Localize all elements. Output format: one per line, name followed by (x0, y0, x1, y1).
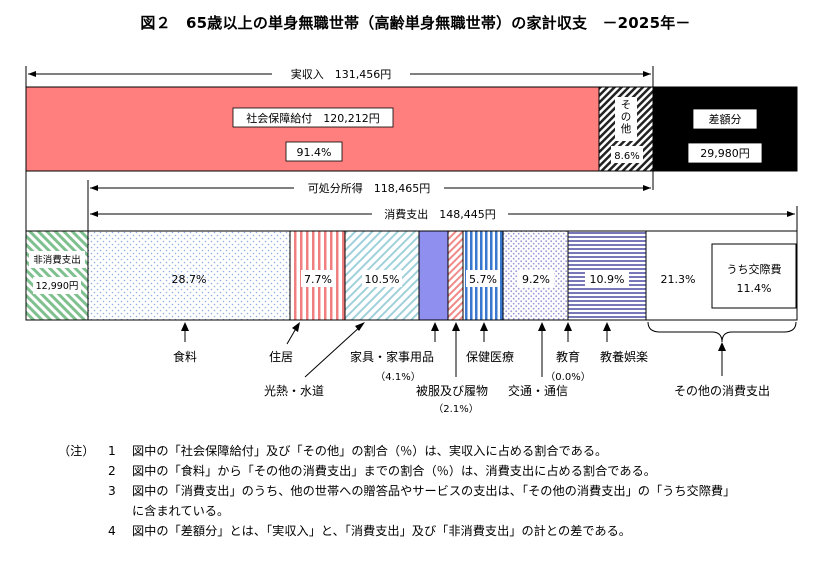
consumption-label: 消費支出 148,445円 (384, 207, 496, 221)
sublabel-furniture: （4.1%） (375, 371, 420, 383)
deficit-value: 29,980円 (700, 147, 750, 160)
sublabel-education: （0.0%） (545, 371, 590, 383)
deficit-label: 差額分 (709, 112, 742, 126)
expense-bar: 非消費支出 12,990円 28.7% 7.7% 10.5% 5.7% 9.2%… (25, 230, 798, 321)
note-number (108, 501, 132, 521)
other-income-label-char: そ (621, 99, 632, 111)
other-consumption-percent: 21.3% (661, 273, 696, 286)
label-other-consumption: その他の消費支出 (674, 383, 770, 398)
note-lead (58, 521, 108, 541)
note-line: 4 図中の「差額分」とは、「実収入」と、「消費支出」及び「非消費支出」の計との差で… (58, 521, 818, 541)
note-number: 3 (108, 484, 116, 498)
note-number: 4 (108, 524, 116, 538)
note-line: 2 図中の「食料」から「その他の消費支出」までの割合（％）は、消費支出に占める割合… (58, 461, 818, 481)
actual-income-label: 実収入 131,456円 (291, 67, 392, 81)
housing-percent: 7.7% (304, 273, 332, 286)
note-lead (58, 501, 108, 521)
social-expense-percent: 11.4% (737, 282, 772, 295)
label-education: 教育 (556, 349, 580, 364)
bar-non-consumption (25, 230, 89, 321)
note-text: 図中の「食料」から「その他の消費支出」までの割合（％）は、消費支出に占める割合で… (132, 464, 656, 478)
chart-title: 図２ 65歳以上の単身無職世帯（高齢単身無職世帯）の家計収支 －2025年－ (140, 14, 691, 32)
other-income-percent: 8.6% (614, 151, 639, 162)
category-callouts: 食料 住居 光熱・水道 家具・家事用品 （4.1%） 被服及び履物 （2.1%）… (173, 321, 797, 415)
note-text: 図中の「社会保障給付」及び「その他」の割合（％）は、実収入に占める割合である。 (132, 444, 608, 458)
note-text: 図中の「消費支出」のうち、他の世帯への贈答品やサービスの支出は、「その他の消費支… (132, 484, 736, 498)
other-income-label: その他 (621, 99, 632, 135)
medical-percent: 5.7% (469, 273, 497, 286)
non-consumption-label: 非消費支出 (33, 254, 81, 266)
label-furniture: 家具・家事用品 (350, 349, 434, 364)
utilities-percent: 10.5% (365, 273, 400, 286)
social-security-label: 社会保障給付 120,212円 (246, 111, 380, 125)
household-budget-chart: 実収入 131,456円 可処分所得 118,465円 消費支出 148,445… (25, 66, 798, 415)
note-lead (58, 461, 108, 481)
income-bar: 社会保障給付 120,212円 91.4% その他 8.6% 差額分 29,98… (25, 86, 798, 172)
note-number: 2 (108, 464, 116, 478)
notes: （注） 1 図中の「社会保障給付」及び「その他」の割合（％）は、実収入に占める割合で… (58, 441, 818, 541)
other-income-label-char: 他 (621, 122, 632, 135)
note-text: に含まれている。 (132, 504, 230, 518)
bar-clothing (447, 230, 464, 321)
note-line: 3 図中の「消費支出」のうち、他の世帯への贈答品やサービスの支出は、「その他の消費… (58, 481, 818, 501)
non-consumption-value: 12,990円 (36, 281, 79, 292)
note-line: に含まれている。 (58, 501, 818, 521)
label-transport: 交通・通信 (508, 383, 568, 398)
label-housing: 住居 (269, 350, 293, 364)
social-expense-box (711, 243, 797, 309)
sublabel-clothing: （2.1%） (433, 403, 478, 415)
note-lead: （注） (58, 444, 95, 458)
transport-percent: 9.2% (522, 273, 550, 286)
note-line: （注） 1 図中の「社会保障給付」及び「その他」の割合（％）は、実収入に占める割合で… (58, 441, 818, 461)
label-food: 食料 (173, 349, 197, 364)
bar-food (87, 230, 291, 321)
note-lead (58, 481, 108, 501)
note-number: 1 (108, 444, 116, 458)
food-percent: 28.7% (172, 273, 207, 286)
social-expense-label: うち交際費 (727, 262, 782, 276)
bar-furniture (418, 230, 449, 321)
disposable-income-label: 可処分所得 118,465円 (308, 182, 431, 195)
other-consumption-brace (647, 321, 797, 343)
label-utilities: 光熱・水道 (264, 384, 324, 398)
label-recreation: 教養娯楽 (600, 349, 648, 364)
recreation-percent: 10.9% (590, 273, 625, 286)
note-text: 図中の「差額分」とは、「実収入」と、「消費支出」及び「非消費支出」の計との差であ… (132, 524, 631, 538)
label-medical: 保健医療 (466, 350, 514, 364)
other-income-label-char: の (621, 111, 632, 123)
social-security-percent: 91.4% (297, 146, 332, 159)
label-clothing: 被服及び履物 (416, 384, 488, 398)
